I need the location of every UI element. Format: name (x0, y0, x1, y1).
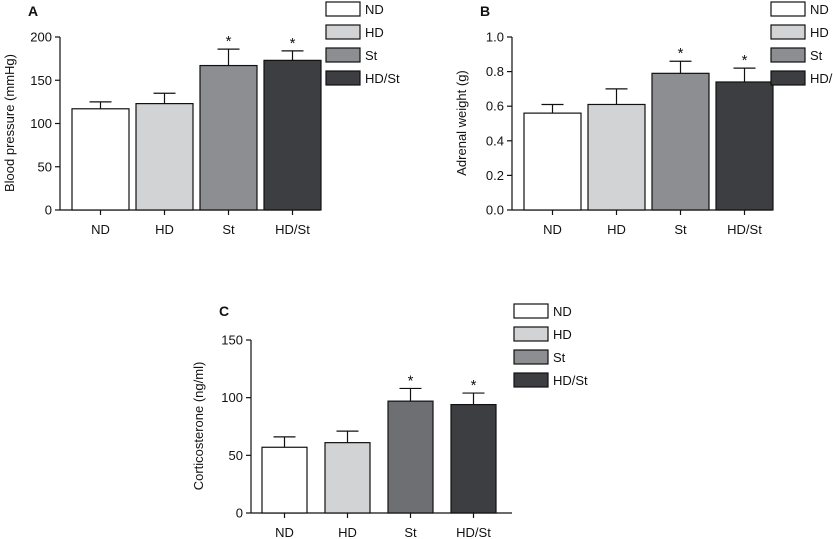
significance-marker: * (290, 35, 296, 52)
significance-marker: * (678, 45, 684, 62)
legend-swatch (513, 372, 549, 388)
legend-label: HD/St (553, 373, 588, 388)
legend-label: St (553, 350, 566, 365)
panel-label: B (480, 3, 490, 19)
legend: ND HD St HD/St (513, 303, 588, 388)
legend: ND HD St HD/St (325, 1, 400, 86)
bars: * * (261, 372, 497, 514)
bar (587, 103, 646, 211)
bar (199, 64, 258, 211)
y-tick-label: 200 (30, 30, 52, 45)
x-tick-label: St (674, 222, 687, 237)
panel-c: C Corticosterone (ng/ml) 0 50 100 150 ND HD St… (191, 303, 588, 539)
y-tick-label: 0 (45, 203, 52, 218)
legend-label: ND (365, 2, 384, 17)
x-tick-label: HD (338, 525, 357, 539)
x-tick-label: HD/St (727, 222, 762, 237)
y-tick-label: 0 (236, 506, 243, 521)
legend-swatch (513, 303, 549, 319)
legend-swatch (325, 1, 361, 17)
y-axis-title: Corticosterone (ng/ml) (191, 362, 206, 491)
legend-label: HD/St (365, 71, 400, 86)
bar (387, 400, 434, 514)
y-tick-label: 150 (30, 73, 52, 88)
bar (71, 108, 130, 211)
legend-label: HD (553, 327, 572, 342)
legend: ND HD St HD/St (770, 1, 833, 86)
legend-label: St (810, 48, 823, 63)
bar (324, 442, 371, 514)
y-tick-label: 100 (221, 390, 243, 405)
bar (135, 103, 194, 211)
y-tick-label: 50 (229, 448, 243, 463)
axes: 0.0 0.2 0.4 0.6 0.8 1.0 ND HD St HD/St (486, 30, 772, 237)
x-tick-label: St (222, 222, 235, 237)
y-tick-label: 100 (30, 116, 52, 131)
legend-swatch (770, 47, 806, 63)
x-tick-label: St (404, 525, 417, 539)
panel-b: B Adrenal weight (g) 0.0 0.2 0.4 0.6 0.8 1.0 N… (454, 1, 833, 237)
bar (715, 81, 774, 211)
x-tick-label: HD (155, 222, 174, 237)
bar (450, 403, 497, 514)
y-tick-label: 150 (221, 333, 243, 348)
significance-marker: * (226, 33, 232, 50)
x-tick-label: HD (607, 222, 626, 237)
y-tick-label: 0.8 (486, 64, 504, 79)
legend-swatch (513, 326, 549, 342)
legend-label: ND (810, 2, 829, 17)
legend-label: ND (553, 304, 572, 319)
x-tick-label: HD/St (275, 222, 310, 237)
y-tick-label: 0.2 (486, 168, 504, 183)
legend-label: HD/St (810, 71, 833, 86)
y-tick-label: 1.0 (486, 30, 504, 45)
significance-marker: * (408, 372, 414, 389)
legend-label: St (365, 48, 378, 63)
y-tick-label: 0.6 (486, 99, 504, 114)
bar (651, 72, 710, 211)
bar (523, 112, 582, 211)
y-axis-title: Blood pressure (mmHg) (2, 54, 17, 192)
significance-marker: * (471, 377, 477, 394)
panel-label: A (28, 3, 38, 19)
legend-swatch (770, 1, 806, 17)
bars: * * (523, 45, 774, 211)
x-tick-label: ND (543, 222, 562, 237)
bar (263, 59, 322, 211)
significance-marker: * (742, 52, 748, 69)
panel-label: C (219, 303, 229, 319)
legend-swatch (325, 24, 361, 40)
panel-a: A Blood pressure (mmHg) 0 50 100 150 200 ND HD… (2, 1, 400, 237)
y-tick-label: 0.4 (486, 133, 504, 148)
y-tick-label: 0.0 (486, 203, 504, 218)
x-tick-label: HD/St (456, 525, 491, 539)
y-axis-title: Adrenal weight (g) (454, 70, 469, 176)
axes: 0 50 100 150 200 ND HD St HD/St (30, 30, 320, 237)
legend-swatch (770, 24, 806, 40)
x-tick-label: ND (275, 525, 294, 539)
legend-swatch (325, 47, 361, 63)
x-tick-label: ND (91, 222, 110, 237)
bar (261, 446, 308, 514)
bars: * * (71, 33, 322, 211)
legend-label: HD (365, 25, 384, 40)
legend-label: HD (810, 25, 829, 40)
legend-swatch (325, 70, 361, 86)
legend-swatch (770, 70, 806, 86)
y-tick-label: 50 (38, 159, 52, 174)
legend-swatch (513, 349, 549, 365)
